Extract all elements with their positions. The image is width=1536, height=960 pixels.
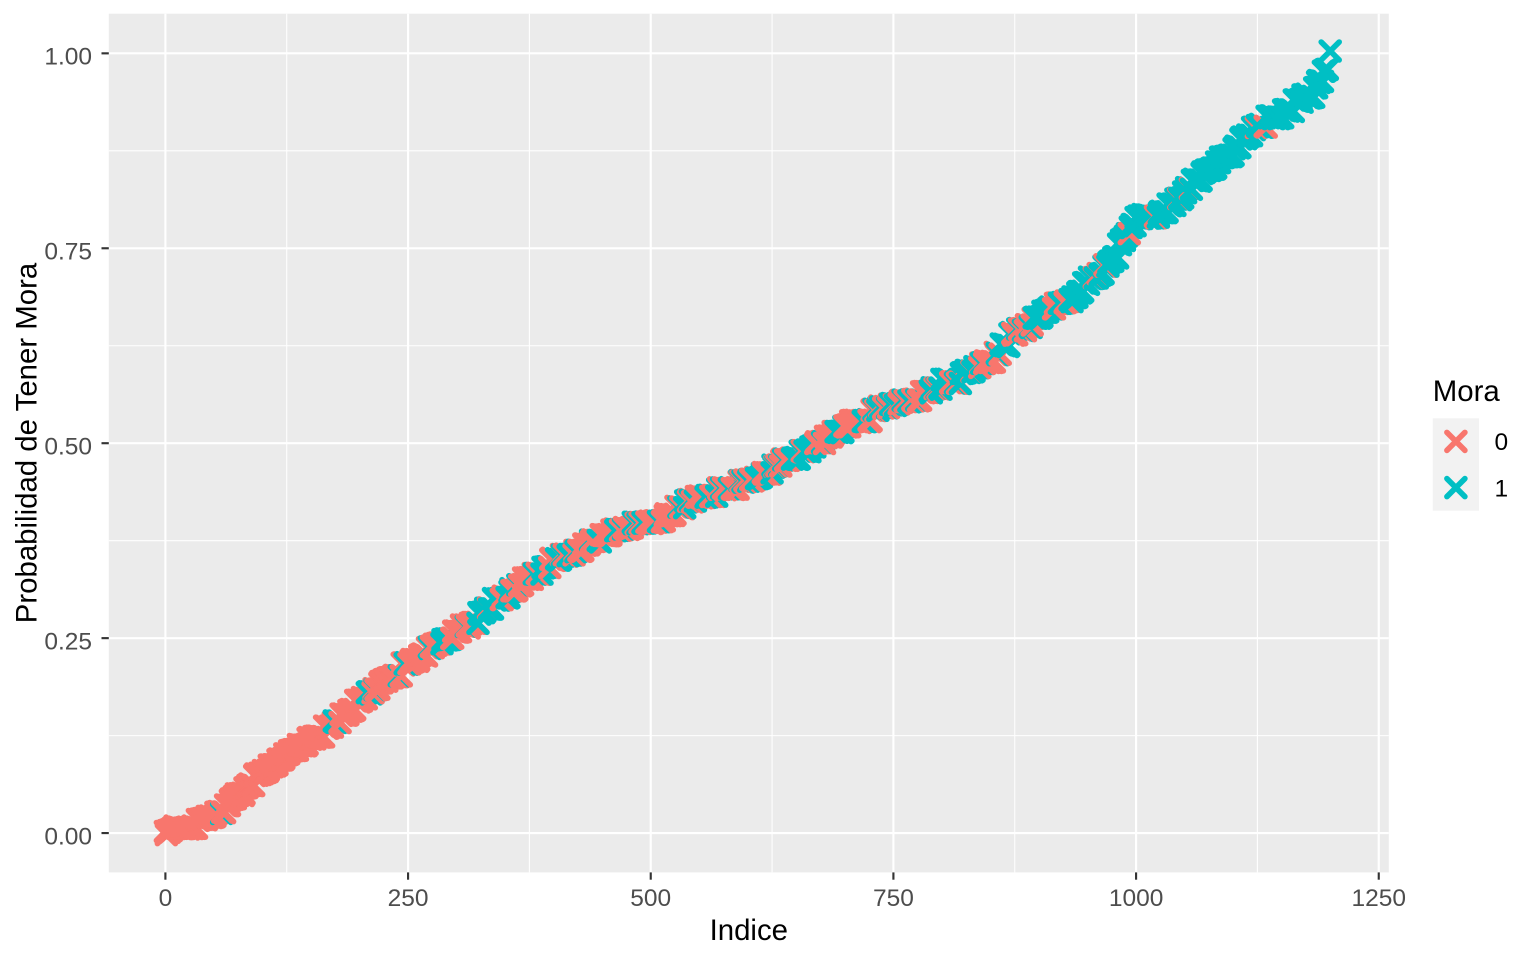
svg-text:1000: 1000 — [1109, 885, 1164, 912]
svg-text:0.75: 0.75 — [44, 239, 92, 266]
svg-text:500: 500 — [630, 885, 671, 912]
svg-text:750: 750 — [873, 885, 914, 912]
svg-text:0.50: 0.50 — [44, 434, 92, 461]
svg-text:250: 250 — [388, 885, 429, 912]
svg-text:0: 0 — [1495, 429, 1509, 456]
svg-text:1.00: 1.00 — [44, 44, 92, 71]
svg-text:Indice: Indice — [710, 914, 788, 947]
svg-text:1: 1 — [1495, 475, 1509, 502]
svg-text:0.25: 0.25 — [44, 628, 92, 655]
svg-text:Probabilidad de Tener Mora: Probabilidad de Tener Mora — [11, 262, 44, 623]
svg-text:0.00: 0.00 — [44, 823, 92, 850]
svg-text:Mora: Mora — [1433, 375, 1501, 408]
svg-text:0: 0 — [159, 885, 173, 912]
svg-text:1250: 1250 — [1351, 885, 1406, 912]
